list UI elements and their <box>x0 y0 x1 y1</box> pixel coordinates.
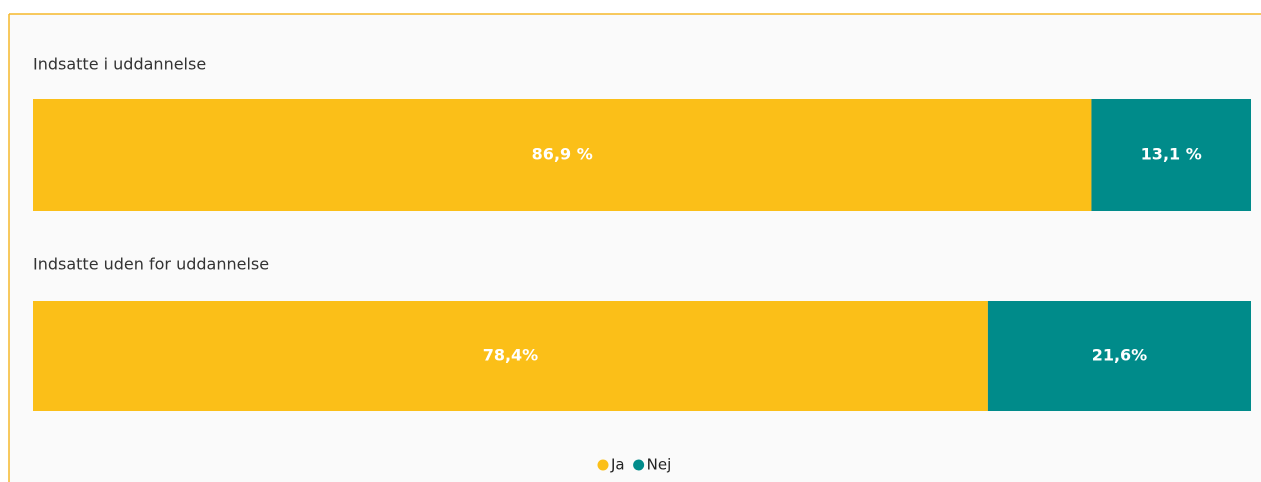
value-label: 21,6% <box>1092 346 1148 365</box>
category-label: Indsatte uden for uddannelse <box>33 255 269 274</box>
value-label: 78,4% <box>483 346 539 365</box>
category-label: Indsatte i uddannelse <box>33 55 206 74</box>
legend-label: Ja <box>610 456 625 474</box>
bar-segment <box>33 99 1092 211</box>
bar-segment <box>1091 99 1251 211</box>
value-label: 86,9 % <box>532 145 593 164</box>
legend-marker <box>597 459 609 471</box>
bar-segment <box>33 301 988 411</box>
panel <box>9 14 1261 482</box>
legend-label: Nej <box>647 456 672 474</box>
value-label: 13,1 % <box>1141 145 1202 164</box>
legend-marker <box>633 459 645 471</box>
bar-segment <box>987 301 1251 411</box>
